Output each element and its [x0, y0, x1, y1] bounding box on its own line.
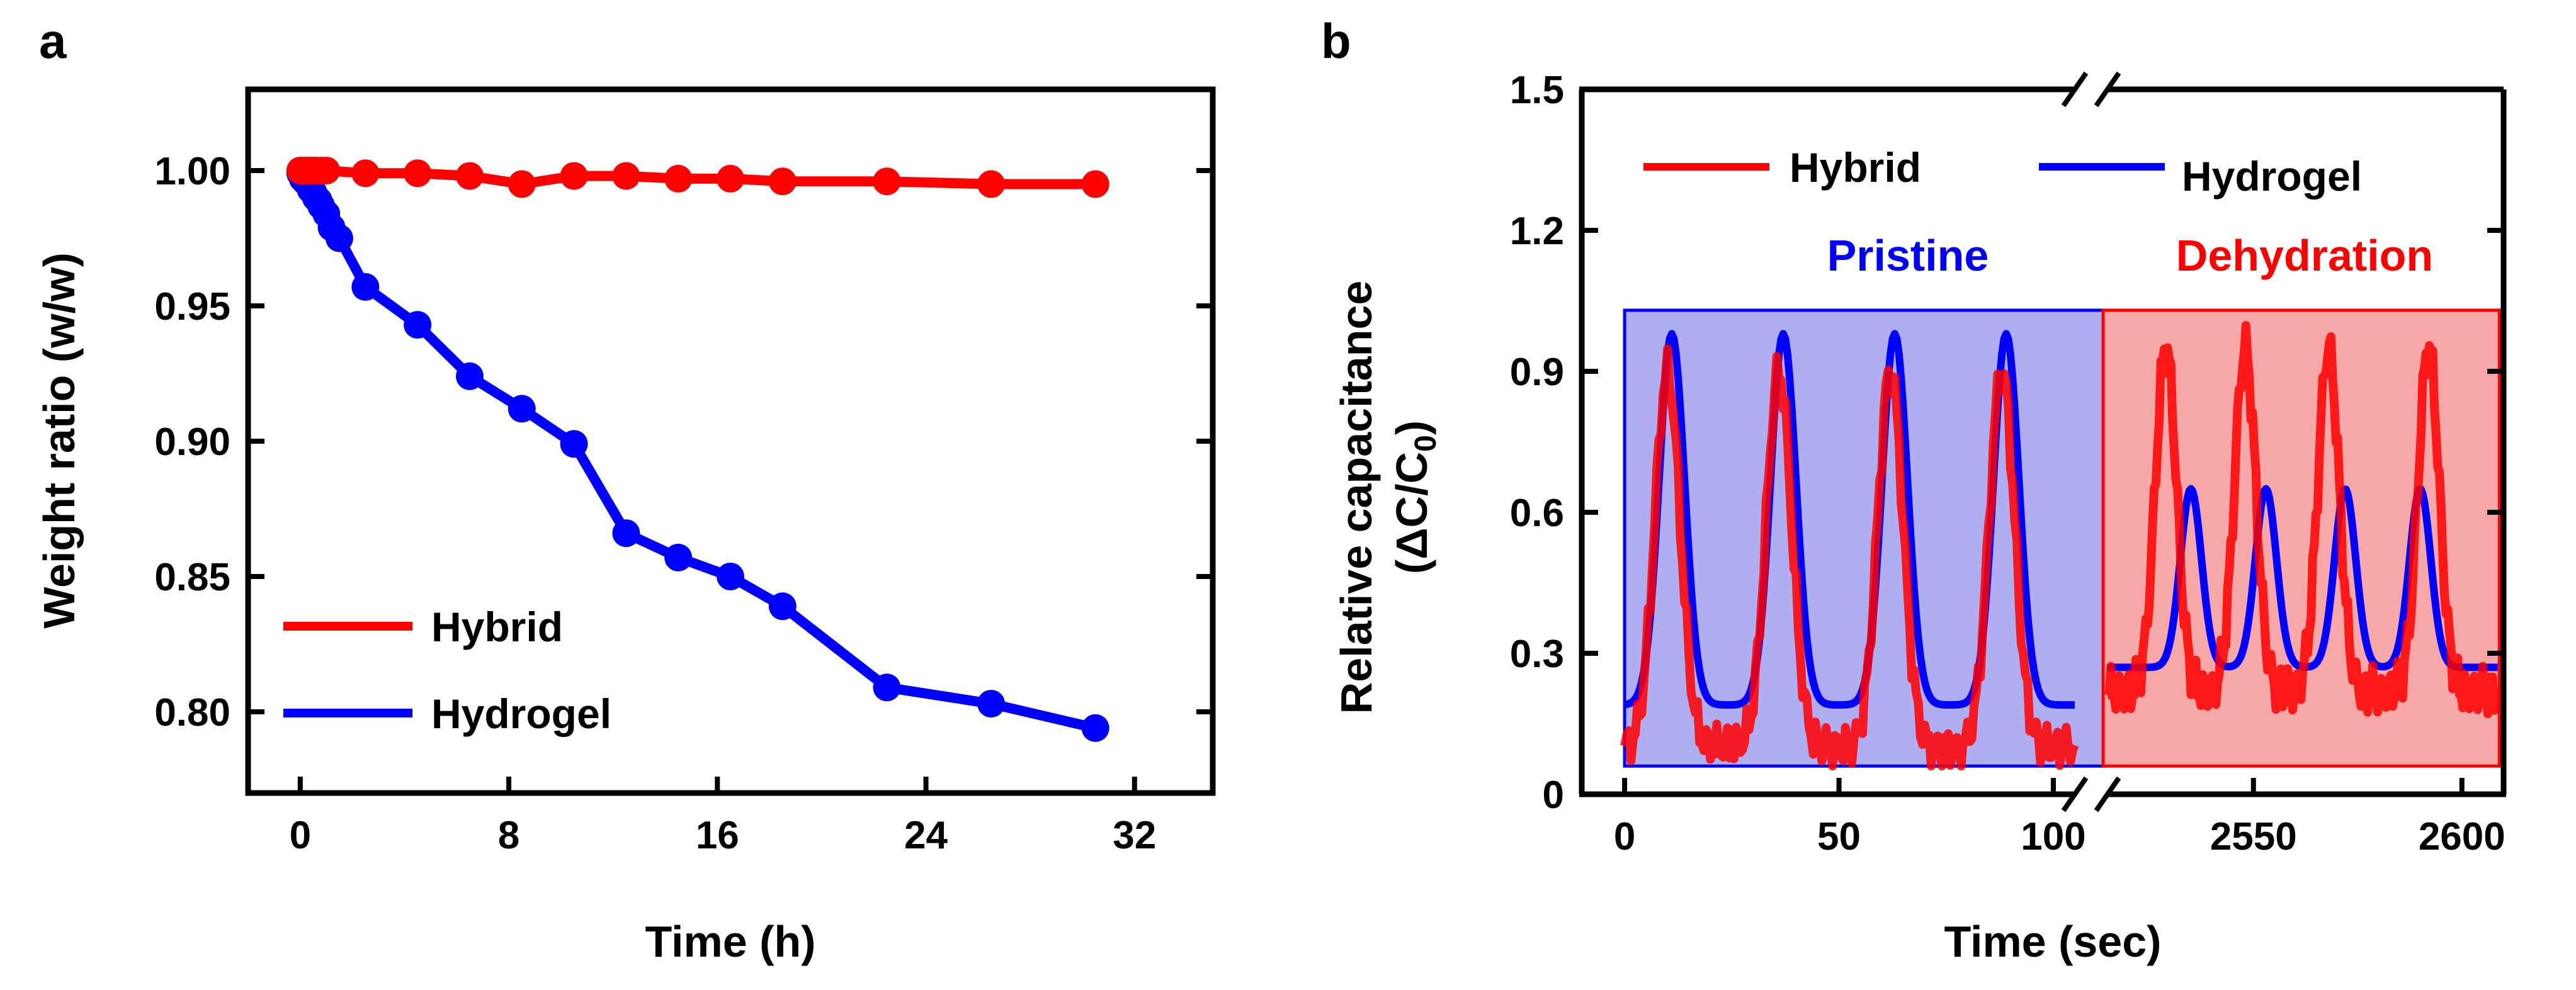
x-tick-label-a: 24	[904, 814, 948, 857]
data-point-hybrid	[977, 170, 1006, 198]
data-point-hydrogel	[560, 430, 588, 458]
x-tick-label-b: 100	[2021, 815, 2085, 858]
x-axis-label-b: Time (sec)	[1944, 917, 2162, 966]
data-point-hybrid	[351, 159, 380, 188]
data-point-hybrid	[664, 164, 693, 193]
y-tick-label-a: 0.85	[154, 556, 230, 599]
data-point-hybrid	[768, 167, 797, 196]
data-point-hydrogel	[612, 519, 640, 548]
series-line-hybrid-dehydration	[2104, 321, 2502, 719]
chart-b: 0 0.3 0.6 0.9 1.2 1.5 0 50 100 2550 2600 Hybrid Hyd…	[1332, 69, 2507, 966]
data-point-hybrid	[404, 159, 432, 188]
legend-label-hybrid: Hybrid	[431, 604, 563, 650]
data-point-hybrid	[717, 164, 744, 193]
x-tick-label-b: 2600	[2419, 815, 2505, 858]
x-tick-label-a: 16	[696, 814, 739, 857]
data-point-hydrogel	[351, 273, 380, 301]
y-tick-label-a: 1.00	[154, 150, 230, 193]
y-tick-label-b: 0.3	[1510, 633, 1564, 676]
y-tick-label-a: 0.80	[154, 691, 230, 734]
legend-label-hydrogel: Hydrogel	[431, 690, 611, 737]
data-point-hybrid	[873, 167, 901, 196]
data-point-hybrid	[560, 162, 588, 190]
data-point-hybrid	[612, 162, 640, 190]
x-tick-label-b: 2550	[2210, 815, 2297, 858]
data-point-hybrid	[1081, 170, 1109, 198]
y-axis-label-a: Weight ratio (w/w)	[35, 252, 84, 629]
data-point-hydrogel	[873, 673, 901, 702]
y-axis-label-b-line1: Relative capacitance	[1332, 281, 1381, 714]
panel-label-b: b	[1321, 13, 1351, 69]
data-point-hydrogel	[508, 395, 536, 423]
data-point-hybrid	[455, 162, 484, 190]
x-tick-label-a: 0	[290, 814, 311, 857]
region-label-dehydration: Dehydration	[2176, 231, 2433, 280]
y-tick-label-b: 1.5	[1510, 69, 1564, 112]
data-point-hydrogel	[977, 690, 1006, 718]
x-tick-label-a: 8	[498, 814, 519, 857]
axis-break-mark	[2094, 71, 2121, 108]
data-point-hydrogel	[404, 311, 432, 339]
axis-break-mark	[2061, 71, 2089, 108]
series-line-hybrid-pristine	[1620, 344, 2079, 771]
y-tick-label-a: 0.95	[154, 285, 230, 329]
x-tick-label-a: 32	[1113, 814, 1156, 857]
y-tick-label-b: 0.9	[1510, 351, 1564, 394]
y-tick-label-b: 0	[1543, 773, 1564, 817]
series-line-hydrogel	[295, 171, 1097, 733]
data-point-hydrogel	[768, 592, 797, 621]
data-point-hydrogel	[664, 543, 693, 571]
data-point-hydrogel	[717, 563, 744, 590]
y-tick-label-b: 0.6	[1510, 492, 1564, 535]
data-point-hydrogel	[455, 362, 484, 390]
chart-a: 0 8 16 24 32 0.80 0.85 0.90 0.95 1.00 Hybrid Hydro…	[35, 86, 1216, 966]
data-point-hydrogel	[1081, 714, 1109, 742]
data-point-hybrid	[508, 170, 536, 198]
x-axis-label-a: Time (h)	[645, 917, 816, 966]
y-tick-label-a: 0.90	[154, 420, 230, 464]
x-tick-label-b: 0	[1614, 815, 1635, 858]
region-label-pristine: Pristine	[1827, 231, 1989, 280]
y-axis-label-b: Relative capacitance (ΔC/C0)	[1332, 281, 1443, 714]
y-tick-label-b: 1.2	[1510, 210, 1564, 253]
x-tick-label-b: 50	[1817, 815, 1861, 858]
legend-label-hybrid: Hybrid	[1790, 144, 1921, 191]
y-axis-label-b-line2: (ΔC/C0)	[1387, 420, 1443, 574]
data-point-hybrid	[312, 157, 341, 184]
plot-frame-a	[245, 86, 1216, 796]
axis-break-mark	[2061, 776, 2089, 813]
data-point-hydrogel	[325, 224, 353, 252]
legend-label-hydrogel: Hydrogel	[2182, 153, 2362, 200]
panel-label-a: a	[39, 13, 67, 69]
axis-break-mark	[2094, 776, 2121, 813]
